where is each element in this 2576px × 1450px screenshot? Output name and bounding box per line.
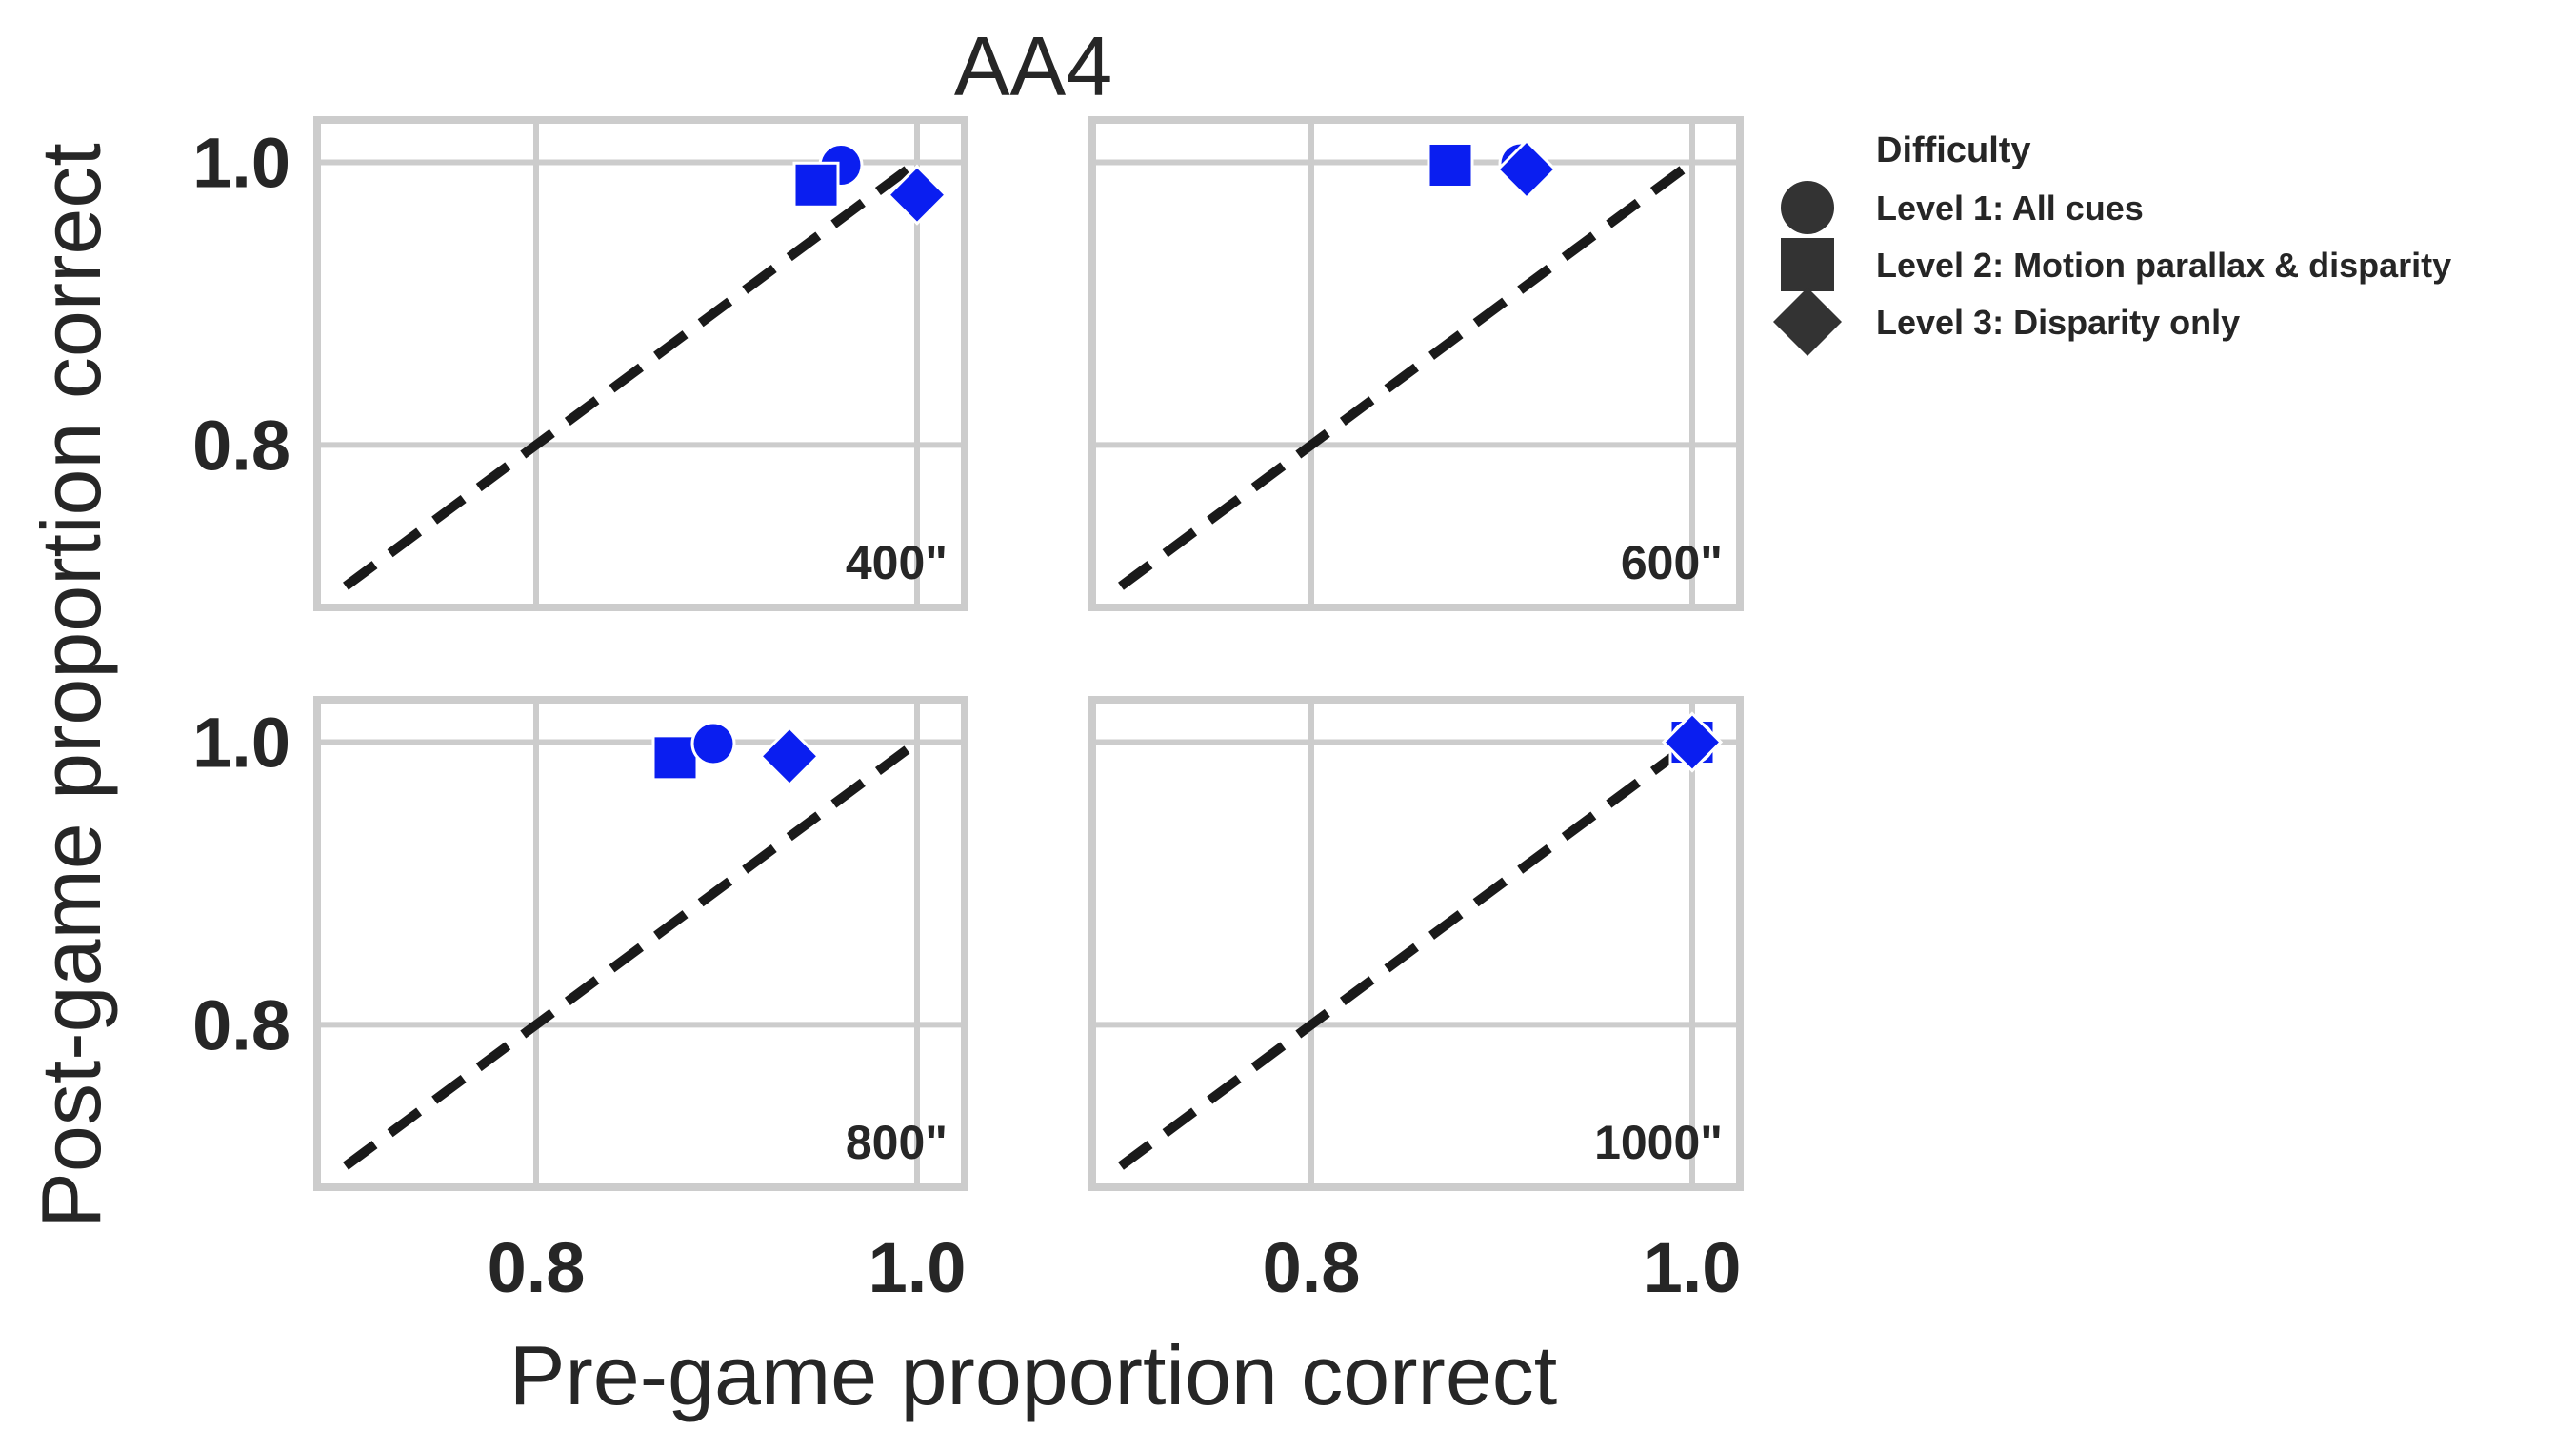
data-point-level-3-diamond — [1495, 138, 1558, 201]
x-axis-label: Pre-game proportion correct — [509, 1328, 1557, 1422]
panel-1: 400" 0.8 1.0 — [192, 116, 968, 611]
panel-frame — [1088, 116, 1744, 611]
data-point-level-3-diamond — [1661, 711, 1724, 773]
panel-3: 800" 0.8 1.0 0.8 1.0 — [192, 696, 968, 1307]
panel-frame — [1088, 696, 1744, 1191]
data-point-level-2-square — [1427, 141, 1474, 189]
data-point-level-1-circle — [690, 721, 736, 766]
panel-label: 400" — [846, 536, 948, 589]
legend: Difficulty Level 1: All cues Level 2: Mot… — [1773, 130, 2451, 356]
identity-line — [1118, 158, 1695, 590]
legend-title: Difficulty — [1876, 130, 2031, 170]
identity-line — [1118, 738, 1695, 1170]
legend-entry-label: Level 2: Motion parallax & disparity — [1876, 246, 2451, 285]
data-point-level-2-square — [651, 734, 699, 782]
legend-entry-label: Level 1: All cues — [1876, 189, 2144, 228]
y-axis-label: Post-game proportion correct — [24, 143, 118, 1228]
data-point-level-3-diamond — [758, 725, 821, 787]
panel-4: 1000" 0.8 1.0 — [1088, 696, 1744, 1307]
panel-frame — [313, 116, 968, 611]
data-point-level-2-square — [792, 161, 840, 209]
legend-circle-icon — [1781, 181, 1834, 234]
legend-square-icon — [1781, 238, 1834, 291]
identity-line — [343, 158, 920, 590]
identity-line — [343, 738, 920, 1170]
panels: 400" 0.8 1.0 600" 800" 0.8 1.0 0.8 1.0 1000" 0.8 1.… — [192, 116, 1744, 1307]
x-tick-label: 1.0 — [1644, 1228, 1742, 1307]
y-tick-label: 1.0 — [192, 704, 290, 783]
panel-label: 800" — [846, 1116, 948, 1169]
panel-frame — [313, 696, 968, 1191]
panel-label: 600" — [1621, 536, 1723, 589]
y-tick-label: 0.8 — [192, 985, 290, 1064]
y-tick-label: 1.0 — [192, 124, 290, 203]
legend-diamond-icon — [1773, 288, 1842, 356]
y-tick-label: 0.8 — [192, 406, 290, 485]
panel-2: 600" — [1088, 116, 1744, 611]
panel-label: 1000" — [1594, 1116, 1723, 1169]
x-tick-label: 0.8 — [1263, 1228, 1361, 1307]
legend-entry-label: Level 3: Disparity only — [1876, 303, 2240, 342]
x-tick-label: 0.8 — [488, 1228, 586, 1307]
x-tick-label: 1.0 — [869, 1228, 967, 1307]
data-point-level-3-diamond — [886, 164, 949, 226]
figure-title: AA4 — [954, 19, 1112, 113]
